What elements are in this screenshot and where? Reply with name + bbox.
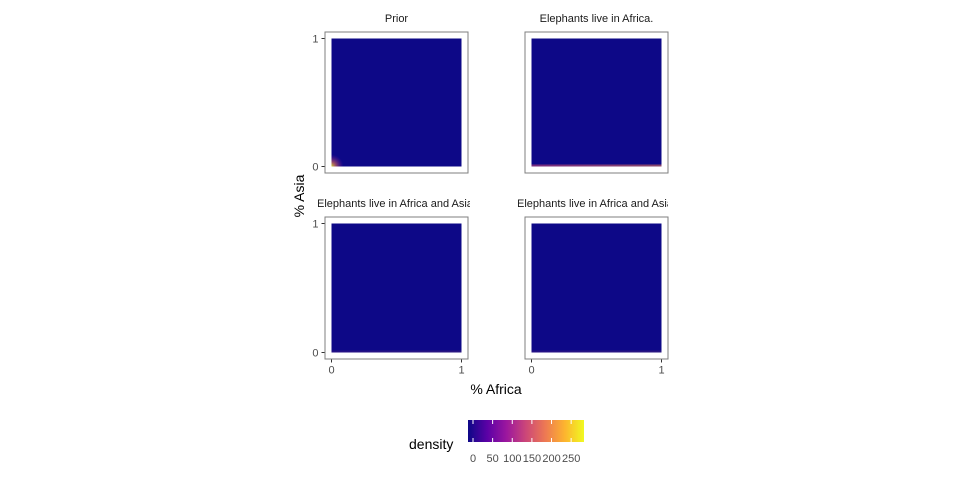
legend-tick-label: 150 <box>523 453 541 465</box>
x-tick-label: 0 <box>328 365 334 377</box>
facet-panels: Prior 0 1 Elephants live in Africa. Elephant… <box>312 13 676 377</box>
y-axis-title: % Asia <box>291 174 307 217</box>
density-edge <box>531 350 662 353</box>
y-tick-label: 1 <box>312 219 318 231</box>
density-peak <box>331 154 344 167</box>
legend-tick-label: 0 <box>470 453 476 465</box>
legend-tick-label: 100 <box>503 453 521 465</box>
facet-title: Prior <box>385 13 409 25</box>
facet-title: Elephants live in Africa and Asia. <box>517 198 676 210</box>
x-tick-label: 0 <box>528 365 534 377</box>
density-raster <box>331 38 462 167</box>
facet-panel: Elephants live in Africa and Asia. 0 1 <box>517 198 676 377</box>
density-edge <box>331 350 462 353</box>
x-axis-title: % Africa <box>470 381 522 397</box>
legend-tick-label: 50 <box>487 453 499 465</box>
y-tick-label: 1 <box>312 34 318 46</box>
x-tick-label: 1 <box>658 365 664 377</box>
y-tick-label: 0 <box>312 348 318 360</box>
density-raster <box>531 223 662 353</box>
legend-tick-label: 200 <box>542 453 560 465</box>
density-edge <box>531 164 662 167</box>
density-raster <box>531 38 662 167</box>
legend-tick-label: 250 <box>562 453 580 465</box>
y-tick-label: 0 <box>312 162 318 174</box>
legend-title: density <box>409 436 453 452</box>
facet-title: Elephants live in Africa and Asia. <box>317 198 476 210</box>
density-raster <box>331 223 462 353</box>
x-tick-label: 1 <box>458 365 464 377</box>
facet-panel: Elephants live in Africa and Asia. 0 1 0 1 <box>312 198 476 377</box>
facet-panel: Prior 0 1 <box>312 13 469 174</box>
legend-colorbar <box>468 420 584 442</box>
facet-panel: Elephants live in Africa. <box>524 13 669 174</box>
facet-title: Elephants live in Africa. <box>540 13 654 25</box>
legend: density 0 50 100 150 200 250 <box>409 420 584 465</box>
